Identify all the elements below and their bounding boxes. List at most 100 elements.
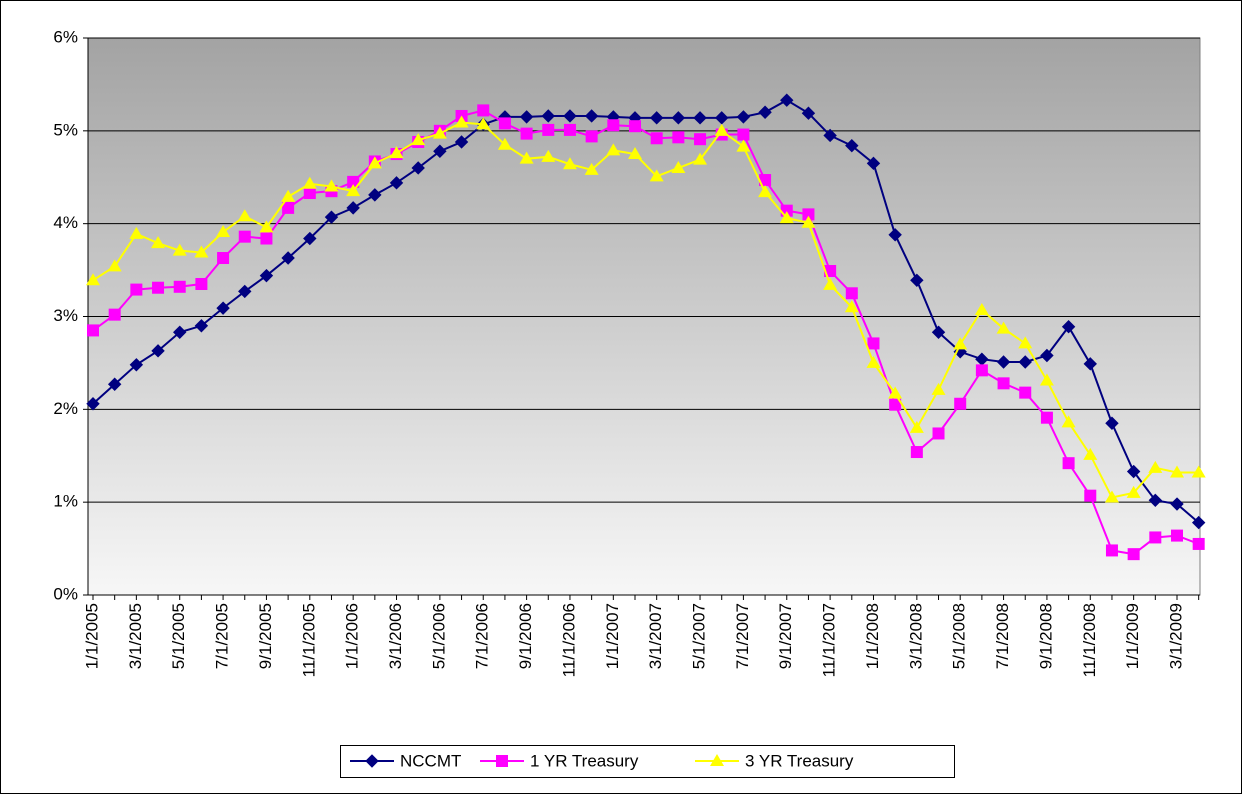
marker <box>932 427 945 440</box>
marker <box>780 93 794 107</box>
marker <box>476 117 491 130</box>
x-tick-label: 5/1/2007 <box>690 603 709 669</box>
marker <box>389 146 404 159</box>
marker <box>238 284 252 299</box>
x-tick-label: 11/1/2008 <box>1080 603 1099 677</box>
marker <box>585 130 598 143</box>
marker <box>693 152 708 165</box>
marker <box>802 208 815 221</box>
marker <box>584 109 599 123</box>
y-tick-label: 2% <box>53 399 78 418</box>
marker <box>737 128 750 141</box>
x-tick-label: 3/1/2009 <box>1166 603 1185 669</box>
marker <box>87 324 99 337</box>
marker <box>346 184 361 197</box>
marker <box>801 106 816 120</box>
marker <box>823 277 838 290</box>
marker <box>844 300 859 313</box>
x-tick-label: 3/1/2006 <box>386 603 405 669</box>
marker <box>1149 531 1162 544</box>
marker <box>237 209 252 222</box>
y-tick-label: 6% <box>53 27 78 46</box>
marker <box>542 123 555 136</box>
marker <box>779 211 794 224</box>
marker <box>1062 457 1075 470</box>
marker <box>216 225 231 238</box>
marker <box>888 228 902 242</box>
marker <box>1126 464 1141 479</box>
x-tick-label: 5/1/2006 <box>429 603 448 669</box>
marker <box>1170 497 1184 511</box>
marker <box>1191 465 1206 478</box>
marker <box>433 144 447 158</box>
marker <box>996 355 1011 369</box>
marker <box>823 128 837 143</box>
marker <box>866 156 881 171</box>
marker <box>1039 373 1054 386</box>
marker <box>282 201 295 214</box>
marker <box>195 278 208 291</box>
marker <box>519 151 534 164</box>
marker <box>194 245 209 258</box>
marker <box>628 147 642 160</box>
marker <box>736 139 751 152</box>
marker <box>910 446 923 459</box>
x-tick-label: 7/1/2006 <box>473 603 492 669</box>
x-tick-label: 1/1/2008 <box>863 603 882 669</box>
legend-label: 1 YR Treasury <box>530 751 639 770</box>
marker <box>432 126 447 139</box>
x-tick-label: 7/1/2008 <box>993 603 1012 669</box>
marker <box>867 337 880 350</box>
x-tick-label: 9/1/2005 <box>256 603 275 669</box>
marker <box>216 301 230 315</box>
marker <box>302 176 317 189</box>
x-tick-label: 9/1/2006 <box>516 603 535 669</box>
marker <box>671 160 686 173</box>
marker <box>888 386 903 399</box>
marker <box>845 138 859 153</box>
marker <box>758 185 773 198</box>
marker <box>238 230 251 243</box>
marker <box>845 287 858 300</box>
x-tick-label: 1/1/2006 <box>343 603 362 669</box>
marker <box>562 157 577 170</box>
marker <box>454 115 469 128</box>
marker <box>607 119 620 132</box>
marker <box>130 283 143 296</box>
x-tick-label: 11/1/2005 <box>299 603 318 677</box>
marker <box>108 308 121 321</box>
marker <box>1170 465 1184 478</box>
marker <box>367 156 382 169</box>
series-line <box>92 99 1200 524</box>
x-tick-label: 3/1/2008 <box>906 603 925 669</box>
marker <box>1171 529 1183 542</box>
x-tick-label: 1/1/2007 <box>603 603 622 669</box>
marker <box>260 232 273 245</box>
marker <box>1105 544 1118 557</box>
marker <box>606 143 621 156</box>
x-tick-label: 5/1/2008 <box>950 603 969 669</box>
y-tick-label: 0% <box>53 584 78 603</box>
marker <box>365 754 379 768</box>
marker <box>151 344 165 358</box>
marker <box>194 319 209 333</box>
y-tick-label: 3% <box>53 306 78 325</box>
marker <box>954 397 967 410</box>
x-tick-label: 7/1/2007 <box>733 603 752 669</box>
marker <box>1084 489 1097 502</box>
marker <box>1083 357 1097 371</box>
marker <box>454 135 469 149</box>
marker <box>1040 411 1053 424</box>
marker <box>346 201 360 215</box>
marker <box>1040 348 1054 363</box>
series-line <box>92 121 1199 499</box>
marker <box>974 303 989 316</box>
marker <box>931 325 946 339</box>
x-tick-label: 1/1/2005 <box>82 603 101 669</box>
x-tick-label: 9/1/2007 <box>776 603 795 669</box>
marker <box>172 243 187 256</box>
legend-label: 3 YR Treasury <box>745 751 854 770</box>
marker <box>129 226 144 239</box>
marker <box>281 189 296 202</box>
